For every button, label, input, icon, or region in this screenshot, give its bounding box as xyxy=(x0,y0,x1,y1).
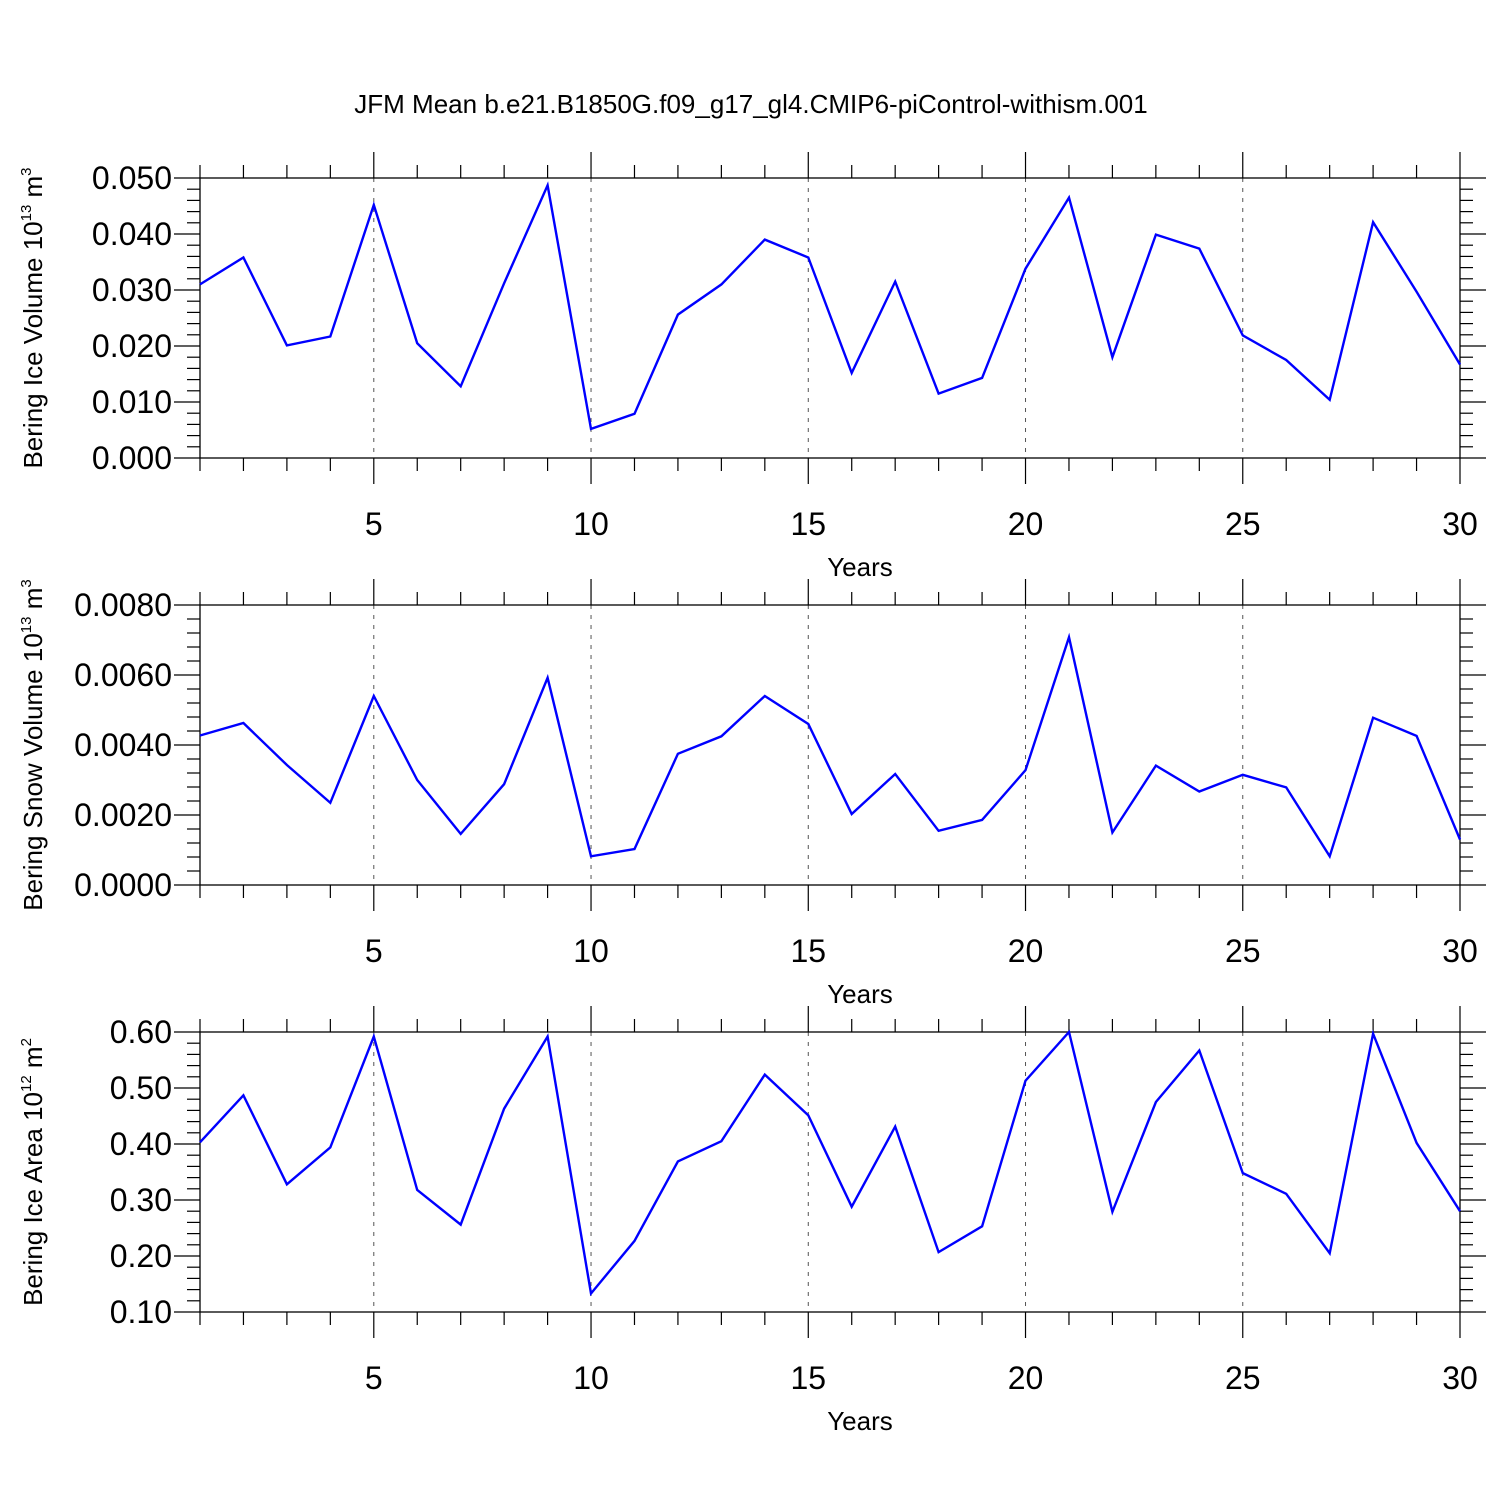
plot-frame xyxy=(199,604,1461,886)
x-axis-title: Years xyxy=(827,1406,893,1436)
x-tick-label: 10 xyxy=(573,506,609,542)
y-tick-label: 0.010 xyxy=(92,384,172,420)
x-tick-label: 10 xyxy=(573,933,609,969)
y-tick-label: 0.40 xyxy=(110,1126,172,1162)
y-axis-title: Bering Ice Area 1012 m2 xyxy=(18,1038,48,1306)
y-tick-label: 0.10 xyxy=(110,1294,172,1330)
x-tick-label: 30 xyxy=(1442,933,1478,969)
y-tick-label: 0.0060 xyxy=(74,657,172,693)
x-tick-label: 25 xyxy=(1225,1360,1261,1396)
x-tick-label: 20 xyxy=(1008,1360,1044,1396)
plot-frame xyxy=(199,177,1461,459)
x-tick-label: 25 xyxy=(1225,933,1261,969)
x-tick-label: 30 xyxy=(1442,506,1478,542)
series-line xyxy=(199,181,1462,431)
x-tick-label: 25 xyxy=(1225,506,1261,542)
x-tick-label: 5 xyxy=(365,506,383,542)
chart-panel-3: 0.10 0.20 0.30 0.40 0.50 0.60 5 10 15 20 25 30 Years… xyxy=(18,1006,1486,1436)
y-tick-label: 0.050 xyxy=(92,160,172,196)
chart-panel-2: 0.0000 0.0020 0.0040 0.0060 0.0080 5 10 15 20 25 3… xyxy=(18,579,1486,1009)
x-axis-title: Years xyxy=(827,979,893,1009)
y-tick-label: 0.020 xyxy=(92,328,172,364)
y-tick-label: 0.030 xyxy=(92,272,172,308)
x-tick-label: 20 xyxy=(1008,506,1044,542)
series-line xyxy=(199,632,1462,860)
y-tick-label: 0.0080 xyxy=(74,587,172,623)
y-tick-label: 0.040 xyxy=(92,216,172,252)
y-tick-label: 0.0000 xyxy=(74,867,172,903)
y-axis-title: Bering Snow Volume 1013 m3 xyxy=(18,579,48,910)
y-tick-label: 0.30 xyxy=(110,1182,172,1218)
x-tick-label: 5 xyxy=(365,1360,383,1396)
y-axis-title: Bering Ice Volume 1013 m3 xyxy=(18,167,48,468)
series-line xyxy=(199,1029,1462,1297)
y-tick-label: 0.50 xyxy=(110,1070,172,1106)
x-tick-label: 10 xyxy=(573,1360,609,1396)
x-axis-title: Years xyxy=(827,552,893,582)
x-tick-label: 30 xyxy=(1442,1360,1478,1396)
y-tick-label: 0.0020 xyxy=(74,797,172,833)
x-tick-label: 20 xyxy=(1008,933,1044,969)
y-tick-label: 0.60 xyxy=(110,1014,172,1050)
plot-frame xyxy=(199,1031,1461,1313)
y-tick-label: 0.0040 xyxy=(74,727,172,763)
y-tick-label: 0.000 xyxy=(92,440,172,476)
page-title: JFM Mean b.e21.B1850G.f09_g17_gl4.CMIP6-… xyxy=(354,89,1147,119)
x-tick-label: 15 xyxy=(790,506,826,542)
x-tick-label: 15 xyxy=(790,933,826,969)
x-tick-label: 5 xyxy=(365,933,383,969)
x-tick-label: 15 xyxy=(790,1360,826,1396)
y-tick-label: 0.20 xyxy=(110,1238,172,1274)
chart-panel-1: 0.000 0.010 0.020 0.030 0.040 0.050 5 10 15 20 25 3… xyxy=(18,152,1486,582)
